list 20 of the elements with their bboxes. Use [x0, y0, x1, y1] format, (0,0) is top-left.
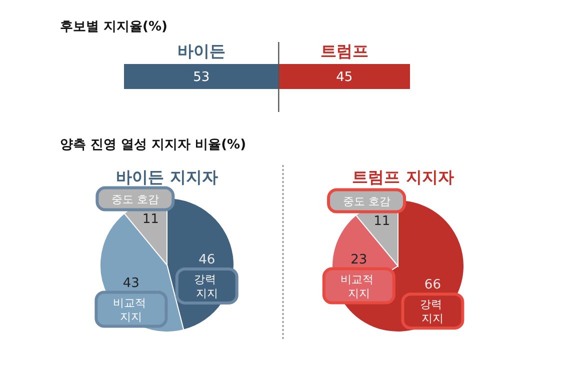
- data-label: 46: [198, 252, 216, 268]
- slice-label: 비교적 지지: [112, 296, 150, 324]
- slice-label: 강력 지지: [420, 298, 446, 326]
- chart-title: 트럼프 지지자: [352, 167, 454, 186]
- data-label: 43: [122, 276, 140, 291]
- slice-label: 비교적 지지: [340, 272, 378, 300]
- data-label: 11: [142, 212, 159, 228]
- chart-title: 후보별 지지율(%): [60, 20, 168, 35]
- data-label: 23: [350, 252, 368, 268]
- data-label: 11: [374, 214, 390, 229]
- data-label: 66: [424, 278, 441, 293]
- slice-label: 중도 호감: [342, 194, 390, 208]
- data-label: 45: [336, 70, 353, 86]
- chart-title: 양측 진영 열성 지지자 비율(%): [60, 138, 246, 153]
- slice-label: 중도 호감: [111, 192, 159, 206]
- series-label: 트럼프: [320, 41, 368, 60]
- slice-label: 강력 지지: [194, 272, 220, 300]
- data-label: 53: [193, 70, 210, 86]
- series-label: 바이든: [177, 41, 226, 60]
- chart-subtitle: 바이든 지지자: [116, 167, 218, 186]
